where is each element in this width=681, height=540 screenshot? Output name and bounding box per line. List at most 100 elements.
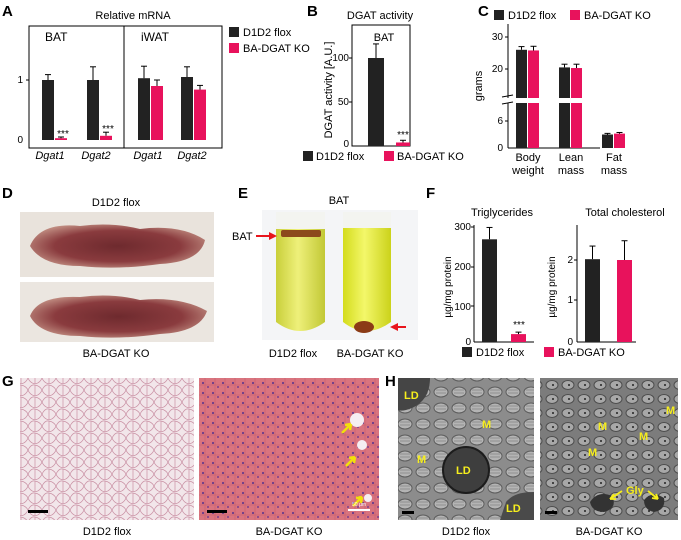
panel-letter-a: A xyxy=(2,3,13,20)
panel-f2-bars xyxy=(585,240,632,342)
panel-e-tube-ko xyxy=(343,212,391,331)
panel-a-bar-bat-dgat1-ko xyxy=(55,138,67,140)
panel-c-ytick-20: 20 xyxy=(492,64,504,75)
panel-g-label-flox: D1D2 flox xyxy=(83,526,132,538)
panel-c-break-mark-bottom xyxy=(501,101,514,105)
panel-g-arrow-3 xyxy=(352,495,364,507)
panel-h-m-label-6: M xyxy=(588,447,597,459)
panel-f2-bar-flox xyxy=(585,259,600,342)
panel-c-bar-lean-mass-ko xyxy=(571,68,582,148)
panel-f2-bar-ko xyxy=(617,260,632,342)
panel-letter-g: G xyxy=(2,373,14,390)
panel-f1-ytick-0: 0 xyxy=(465,337,471,348)
panel-c-xlabel-fat-2: mass xyxy=(601,165,628,177)
panel-d-tissue-flox xyxy=(30,224,205,268)
panel-f1-title: Triglycerides xyxy=(471,207,533,219)
panel-h-ld-label-2: LD xyxy=(456,465,471,477)
panel-a-bar-bat-dgat2-flox xyxy=(87,80,99,140)
panel-c-bar-lean-mass-flox xyxy=(559,67,570,148)
panel-g-scalebar-flox xyxy=(28,510,48,513)
panel-a-sig-dgat2: *** xyxy=(102,124,114,135)
panel-b-ytick-100: 100 xyxy=(332,53,349,64)
panel-h-m-label-2: M xyxy=(417,454,426,466)
panel-f1-ytick-200: 200 xyxy=(454,262,471,273)
panel-a-xlabel-iwat-dgat1: Dgat1 xyxy=(133,150,162,162)
panel-d-bottom-label: BA-DGAT KO xyxy=(83,348,150,360)
panel-d-top-label: D1D2 flox xyxy=(92,197,141,209)
panel-b-legend-swatch-ko xyxy=(384,151,394,161)
panel-e-label-flox: D1D2 flox xyxy=(269,348,318,360)
panel-h-label-flox: D1D2 flox xyxy=(442,526,491,538)
panel-b-title: DGAT activity xyxy=(347,10,414,22)
panel-h-glycogen-1 xyxy=(590,494,614,512)
panel-g-arrow-1 xyxy=(341,422,353,434)
panel-a-bar-iwat-dgat1-flox xyxy=(138,78,150,140)
panel-f-legend-flox: D1D2 flox xyxy=(476,347,525,359)
panel-b-ylabel: DGAT activity [A.U.] xyxy=(323,42,335,139)
panel-c-ylabel: grams xyxy=(473,70,485,101)
panel-c-xlabel-lean-1: Lean xyxy=(559,152,583,164)
panel-a-sig-dgat1: *** xyxy=(57,129,69,140)
panel-e-arrow-label: BAT xyxy=(232,231,253,243)
panel-h-m-label-3: M xyxy=(666,405,675,417)
panel-c-axis-break xyxy=(500,98,600,103)
panel-f2-ylabel: µg/mg protein xyxy=(547,256,558,317)
panel-b-inner-label: BAT xyxy=(374,32,395,44)
panel-a-ytick-1: 1 xyxy=(17,75,23,86)
panel-e-pellet-ko xyxy=(354,321,374,333)
panel-e-title: BAT xyxy=(329,195,350,207)
panel-e-arrow-head xyxy=(269,232,277,240)
panel-c-bars xyxy=(516,45,625,148)
panel-c-break-mark-top xyxy=(501,94,514,98)
panel-f1-ytick-100: 100 xyxy=(454,302,471,313)
panel-h-gly-arrow-right xyxy=(647,490,659,500)
panel-d: D D1D2 flox BA-DGAT KO xyxy=(2,185,214,360)
panel-letter-d: D xyxy=(2,185,13,202)
panel-letter-f: F xyxy=(426,185,435,202)
panel-a-legend-swatch-flox xyxy=(229,27,239,37)
panel-a-bar-iwat-dgat2-flox xyxy=(181,77,193,140)
panel-a-bar-iwat-dgat1-ko xyxy=(151,86,163,140)
panel-h-ld-label-1: LD xyxy=(404,390,419,402)
panel-e-bat-layer-flox xyxy=(281,230,321,237)
panel-e-tube-ko-top xyxy=(343,212,391,228)
panel-h-gly-arrow-left xyxy=(609,490,623,500)
panel-b-ytick-0: 0 xyxy=(343,139,349,150)
panel-f-legend-swatch-ko xyxy=(544,347,554,357)
panel-f1-sig: *** xyxy=(513,320,525,331)
panel-a-xlabel-bat-dgat1: Dgat1 xyxy=(35,150,64,162)
panel-c-legend-swatch-ko xyxy=(570,10,580,20)
panel-b-bars xyxy=(368,43,410,146)
panel-b-bar-flox xyxy=(368,58,384,146)
panel-f-legend-ko: BA-DGAT KO xyxy=(558,347,625,359)
panel-b-legend-ko: BA-DGAT KO xyxy=(397,151,464,163)
panel-h: H LD LD LD M M M M M M Gly D1D2 flox BA-… xyxy=(385,373,678,538)
panel-a-facet-bat: BAT xyxy=(45,30,68,44)
panel-h-label-ko: BA-DGAT KO xyxy=(576,526,643,538)
panel-a-title: Relative mRNA xyxy=(95,10,171,22)
panel-g-histology-flox xyxy=(20,378,194,520)
panel-f2-ytick-0: 0 xyxy=(567,337,573,348)
panel-a: A Relative mRNA BAT iWAT 0 1 *** *** Dga… xyxy=(2,3,310,162)
panel-f1-ylabel: µg/mg protein xyxy=(443,256,454,317)
panel-h-lipid-droplet-corner xyxy=(398,378,430,411)
panel-letter-b: B xyxy=(307,3,318,20)
panel-c-ytick-6: 6 xyxy=(497,116,503,127)
panel-a-facet-iwat: iWAT xyxy=(141,30,170,44)
panel-b-legend-flox: D1D2 flox xyxy=(316,151,365,163)
panel-e-tube-flox xyxy=(276,212,325,331)
panel-a-xlabel-iwat-dgat2: Dgat2 xyxy=(177,150,206,162)
panel-g-histology-ko xyxy=(199,378,379,520)
panel-letter-e: E xyxy=(238,185,248,202)
panel-a-xlabel-bat-dgat2: Dgat2 xyxy=(81,150,110,162)
panel-c: C D1D2 flox BA-DGAT KO grams 30 20 6 0 B… xyxy=(473,3,651,177)
panel-c-xlabel-fat-1: Fat xyxy=(606,152,622,164)
panel-a-bar-iwat-dgat2-ko xyxy=(194,89,206,140)
panel-h-m-label-4: M xyxy=(598,421,607,433)
panel-f2-ytick-2: 2 xyxy=(567,255,573,266)
panel-b-ytick-50: 50 xyxy=(338,97,350,108)
panel-f: F Triglycerides µg/mg protein 0 100 200 … xyxy=(426,185,665,359)
panel-g-droplet-3 xyxy=(364,494,372,502)
panel-c-ytick-30: 30 xyxy=(492,32,504,43)
